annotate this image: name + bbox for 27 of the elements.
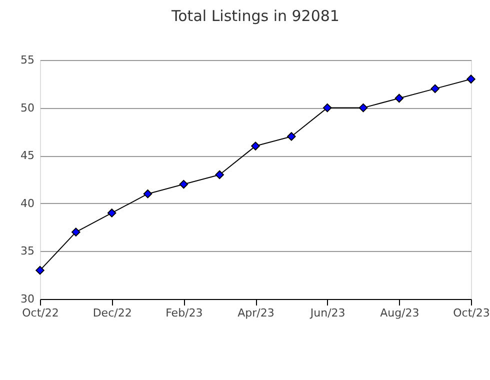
y-tick-label: 35 [20, 244, 34, 258]
y-tick-label: 50 [20, 101, 34, 114]
point [36, 266, 44, 275]
x-tick-label: Oct/23 [453, 306, 490, 320]
point [107, 208, 116, 218]
x-tick-label: Aug/23 [380, 306, 420, 320]
x-tick-label: Apr/23 [238, 306, 274, 320]
point [394, 94, 404, 103]
y-tick-label: 55 [20, 54, 34, 66]
point [143, 189, 152, 198]
point [466, 74, 476, 84]
point [322, 103, 332, 112]
y-tick-label: 40 [20, 196, 34, 210]
point [358, 103, 368, 112]
point [215, 170, 224, 180]
y-tick-label: 45 [20, 149, 34, 162]
point [287, 132, 296, 141]
x-tick-label: Dec/22 [92, 306, 132, 320]
point [251, 142, 260, 150]
x-tick-label: Feb/23 [166, 306, 203, 320]
point [430, 84, 440, 94]
y-tick-label: 30 [20, 292, 34, 306]
point [179, 180, 188, 189]
x-tick-label: Jun/23 [309, 306, 346, 320]
x-tick-label: Oct/22 [22, 306, 59, 320]
point [72, 228, 80, 236]
chart-title: Total Listings in 92081 [170, 7, 340, 25]
